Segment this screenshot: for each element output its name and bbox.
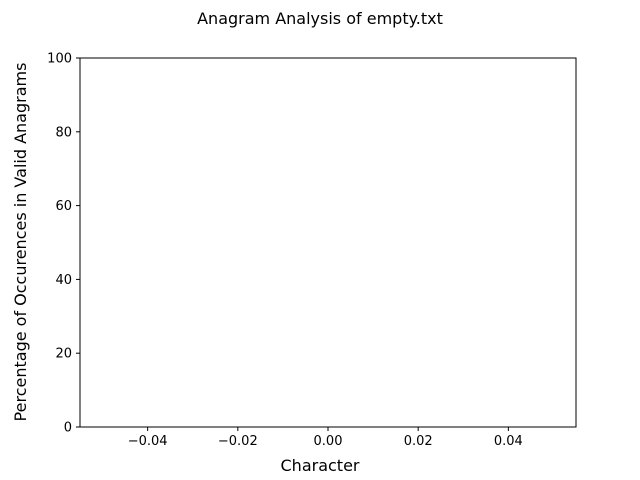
y-tick-label: 80 bbox=[55, 125, 72, 140]
y-tick-label: 0 bbox=[64, 421, 72, 436]
y-tick-label: 40 bbox=[55, 273, 72, 288]
x-tick-label: 0.04 bbox=[494, 434, 523, 449]
x-tick-label: −0.02 bbox=[218, 434, 258, 449]
x-axis-label: Character bbox=[281, 456, 360, 475]
chart-title: Anagram Analysis of empty.txt bbox=[197, 9, 443, 28]
y-axis-ticks: 0 20 40 60 80 100 bbox=[47, 52, 80, 436]
x-axis-ticks: −0.04 −0.02 0.00 0.02 0.04 bbox=[128, 427, 523, 449]
x-tick-label: 0.02 bbox=[404, 434, 433, 449]
y-tick-label: 60 bbox=[55, 199, 72, 214]
y-tick-label: 20 bbox=[55, 347, 72, 362]
plot-frame bbox=[79, 57, 577, 428]
x-tick-label: −0.04 bbox=[128, 434, 168, 449]
plot-area bbox=[79, 57, 577, 428]
x-tick-label: 0.00 bbox=[314, 434, 343, 449]
y-axis-label: Percentage of Occurences in Valid Anagra… bbox=[11, 63, 30, 422]
y-tick-label: 100 bbox=[47, 52, 72, 67]
